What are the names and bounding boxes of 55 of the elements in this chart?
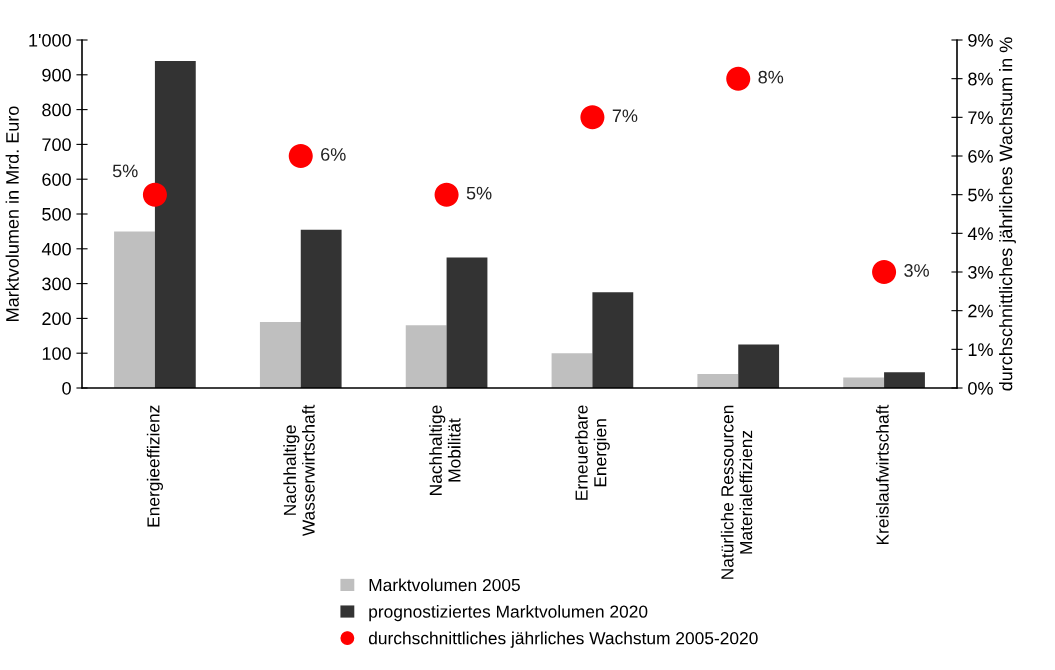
y-axis-title: Marktvolumen in Mrd. Euro	[5, 106, 19, 321]
y2-axis-title: durchschnittliches jährliches Wachstum in %	[999, 37, 1016, 391]
bar	[154, 60, 196, 388]
data-label: 5%	[112, 164, 138, 178]
y2-tick-label: 3%	[968, 265, 993, 279]
y2-tick-label: 6%	[968, 149, 993, 163]
legend-label: Marktvolumen 2005	[369, 578, 520, 592]
y-tick-label: 300	[42, 277, 71, 291]
y2-tick-label: 4%	[967, 227, 993, 240]
legend-label: durchschnittliches jährliches Wachstum 2005-2020	[368, 631, 758, 648]
y2-tick-label: 1%	[968, 343, 993, 356]
y-tick-label: 200	[42, 312, 71, 326]
data-label: 5%	[466, 186, 492, 200]
bar	[884, 372, 925, 388]
y-tick-label: 800	[42, 103, 71, 117]
bar	[592, 292, 634, 388]
bar	[446, 257, 488, 388]
data-label: 3%	[904, 264, 929, 277]
bar	[300, 229, 342, 388]
bar	[551, 353, 593, 388]
x-tick-label: Natürliche Ressourcen Materialeffizienz	[720, 405, 753, 579]
y-tick-label: 700	[42, 138, 71, 152]
x-tick-label: Nachhaltige Mobilität	[429, 405, 461, 495]
point	[726, 66, 751, 91]
point	[434, 182, 459, 207]
y2-tick-label: 5%	[968, 188, 993, 202]
x-tick-label: Energieeffizienz	[146, 405, 164, 527]
bar	[259, 321, 301, 388]
bar	[697, 374, 739, 388]
data-label: 7%	[612, 109, 638, 123]
bar	[405, 325, 447, 388]
y2-tick-label: 7%	[968, 111, 993, 124]
y-tick-label: 600	[42, 173, 71, 186]
y-tick-label: 100	[42, 347, 71, 360]
bar	[738, 344, 780, 388]
y-tick-label: 1'000	[29, 33, 71, 47]
y2-tick-label: 8%	[968, 72, 993, 86]
point	[872, 259, 897, 285]
y2-tick-label: 0%	[968, 381, 993, 395]
data-label: 8%	[758, 70, 784, 84]
point	[580, 105, 605, 130]
legend-label: prognostiziertes Marktvolumen 2020	[369, 605, 648, 622]
point	[288, 143, 313, 169]
y-tick-label: 900	[42, 68, 71, 82]
y2-tick-label: 9%	[968, 33, 993, 47]
y-tick-label: 500	[42, 207, 71, 221]
point	[142, 182, 167, 207]
y2-tick-label: 2%	[968, 304, 993, 318]
bar	[114, 231, 155, 388]
x-tick-label: Nachhaltige Wasserwirtschaft	[283, 404, 315, 537]
x-tick-label: Kreislaufwirtschaft	[875, 404, 889, 545]
data-label: 6%	[321, 148, 346, 161]
y-tick-label: 400	[41, 242, 71, 256]
y-tick-label: 0	[62, 381, 71, 395]
x-tick-label: Erneuerbare Energien	[574, 405, 610, 500]
